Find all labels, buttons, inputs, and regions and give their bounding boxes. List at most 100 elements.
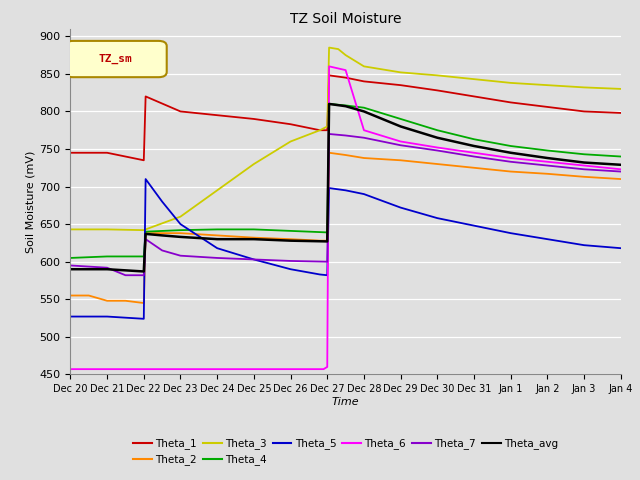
Theta_3 <box>335 46 342 52</box>
Theta_7 <box>325 131 333 137</box>
Theta_1 <box>287 121 294 127</box>
Theta_1 <box>507 99 515 105</box>
Theta_3 <box>360 63 368 69</box>
Theta_3 <box>67 227 74 232</box>
Theta_1 <box>67 150 74 156</box>
Theta_3 <box>397 70 404 75</box>
Theta_6 <box>103 366 111 372</box>
Theta_avg <box>140 269 148 275</box>
Theta_2 <box>287 236 294 242</box>
Theta_5 <box>433 215 441 221</box>
Theta_avg <box>67 266 74 272</box>
Theta_1 <box>342 75 349 81</box>
Theta_6 <box>323 364 331 370</box>
Theta_5 <box>103 313 111 319</box>
Theta_3 <box>323 123 331 129</box>
Theta_1 <box>617 110 625 116</box>
Theta_3 <box>213 188 221 193</box>
Theta_1 <box>316 127 324 133</box>
Theta_2 <box>360 155 368 161</box>
Theta_2 <box>397 157 404 163</box>
Theta_avg <box>325 101 333 107</box>
Theta_7 <box>287 258 294 264</box>
Theta_1 <box>250 116 258 122</box>
Line: Theta_1: Theta_1 <box>70 75 621 160</box>
Line: Theta_7: Theta_7 <box>70 134 621 275</box>
Theta_1 <box>323 127 331 133</box>
Theta_1 <box>580 108 588 114</box>
Theta_avg <box>580 160 588 166</box>
Theta_2 <box>342 152 349 158</box>
Theta_2 <box>250 235 258 240</box>
Theta_6 <box>250 366 258 372</box>
Theta_7 <box>543 163 551 168</box>
Theta_avg <box>158 232 166 238</box>
Theta_2 <box>617 176 625 182</box>
Theta_3 <box>287 139 294 144</box>
Theta_avg <box>507 150 515 156</box>
Theta_1 <box>177 108 184 114</box>
Theta_1 <box>140 157 148 163</box>
Theta_6 <box>67 366 74 372</box>
Theta_1 <box>470 94 478 99</box>
Theta_5 <box>316 272 324 277</box>
Theta_4 <box>325 101 333 107</box>
Theta_7 <box>140 272 148 278</box>
Theta_4 <box>507 143 515 149</box>
Theta_3 <box>316 127 324 133</box>
Theta_6 <box>287 366 294 372</box>
Theta_7 <box>360 135 368 141</box>
Theta_5 <box>397 205 404 211</box>
Theta_7 <box>250 257 258 263</box>
Theta_avg <box>397 123 404 129</box>
Theta_1 <box>360 79 368 84</box>
Theta_2 <box>316 238 324 243</box>
Theta_1 <box>213 112 221 118</box>
Theta_2 <box>213 232 221 238</box>
Theta_6 <box>543 159 551 165</box>
Theta_2 <box>323 238 331 243</box>
Theta_5 <box>158 199 166 204</box>
Theta_1 <box>543 104 551 110</box>
Theta_2 <box>142 230 150 236</box>
Theta_5 <box>323 272 331 278</box>
Theta_3 <box>543 82 551 88</box>
Theta_2 <box>177 230 184 236</box>
Theta_avg <box>323 239 331 244</box>
Theta_5 <box>142 176 150 182</box>
Theta_3 <box>470 76 478 82</box>
Theta_4 <box>342 103 349 108</box>
Theta_7 <box>213 255 221 261</box>
Text: TZ_sm: TZ_sm <box>99 54 132 64</box>
Theta_2 <box>543 171 551 177</box>
Theta_4 <box>287 228 294 234</box>
Theta_6 <box>617 167 625 172</box>
Theta_3 <box>507 80 515 86</box>
Theta_5 <box>325 185 333 191</box>
Theta_2 <box>103 298 111 304</box>
Theta_6 <box>397 139 404 144</box>
Theta_2 <box>433 161 441 167</box>
Theta_avg <box>617 162 625 168</box>
Theta_avg <box>142 231 150 237</box>
Theta_6 <box>360 127 368 133</box>
Theta_avg <box>177 234 184 240</box>
Title: TZ Soil Moisture: TZ Soil Moisture <box>290 12 401 26</box>
Line: Theta_avg: Theta_avg <box>70 104 621 272</box>
Theta_5 <box>360 191 368 197</box>
Theta_4 <box>617 154 625 159</box>
Theta_avg <box>342 103 349 109</box>
X-axis label: Time: Time <box>332 397 360 407</box>
Theta_4 <box>397 116 404 122</box>
Theta_7 <box>158 248 166 253</box>
Theta_4 <box>323 229 331 235</box>
Theta_2 <box>507 168 515 174</box>
Theta_6 <box>470 150 478 156</box>
Theta_5 <box>543 236 551 242</box>
Theta_5 <box>177 221 184 227</box>
Theta_7 <box>617 168 625 174</box>
Theta_6 <box>320 366 328 372</box>
Theta_7 <box>177 253 184 259</box>
Theta_1 <box>433 87 441 93</box>
Theta_7 <box>397 143 404 148</box>
